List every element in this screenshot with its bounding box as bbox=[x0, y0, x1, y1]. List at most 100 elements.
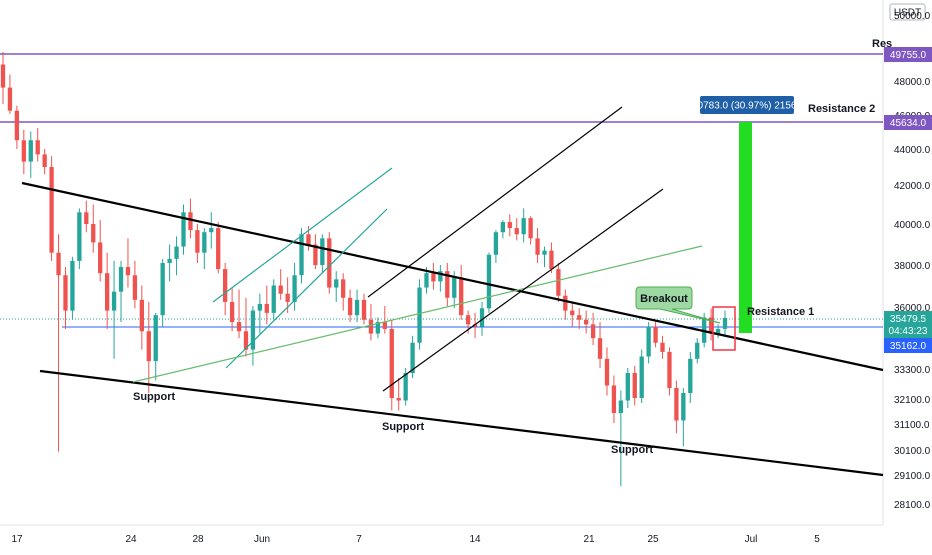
candle[interactable] bbox=[660, 335, 665, 359]
candle[interactable] bbox=[514, 218, 519, 241]
candle[interactable] bbox=[21, 129, 26, 175]
candle[interactable] bbox=[167, 244, 172, 282]
candle[interactable] bbox=[681, 388, 686, 447]
candle[interactable] bbox=[417, 279, 422, 350]
candle[interactable] bbox=[438, 265, 443, 292]
candle[interactable] bbox=[42, 149, 47, 175]
candle[interactable] bbox=[299, 228, 304, 284]
candle[interactable] bbox=[486, 252, 492, 313]
candle[interactable] bbox=[708, 308, 714, 341]
breakout-box[interactable] bbox=[712, 306, 736, 351]
candle[interactable] bbox=[146, 301, 151, 393]
candle[interactable] bbox=[229, 287, 235, 332]
candle[interactable] bbox=[236, 289, 242, 339]
candle[interactable] bbox=[493, 230, 499, 263]
candle[interactable] bbox=[257, 293, 263, 334]
time-axis[interactable]: 17 24 28 Jun 7 14 21 25 Jul 5 bbox=[11, 534, 820, 545]
candle[interactable] bbox=[535, 228, 540, 263]
candle[interactable] bbox=[341, 273, 346, 311]
candle[interactable] bbox=[63, 267, 68, 329]
candle[interactable] bbox=[549, 242, 554, 274]
candle[interactable] bbox=[313, 234, 318, 270]
candle[interactable] bbox=[0, 52, 6, 105]
candle[interactable] bbox=[84, 200, 89, 233]
candle[interactable] bbox=[181, 204, 186, 255]
candle[interactable] bbox=[646, 322, 651, 364]
candle[interactable] bbox=[459, 265, 464, 320]
candle[interactable] bbox=[216, 222, 221, 274]
candle[interactable] bbox=[77, 208, 82, 270]
candle[interactable] bbox=[556, 262, 561, 302]
candle[interactable] bbox=[250, 306, 256, 366]
currency-box[interactable] bbox=[889, 3, 926, 21]
candle[interactable] bbox=[160, 258, 165, 327]
candle[interactable] bbox=[49, 156, 54, 261]
candle[interactable] bbox=[472, 312, 478, 339]
candle[interactable] bbox=[445, 262, 450, 306]
candle[interactable] bbox=[542, 246, 547, 268]
candle[interactable] bbox=[528, 216, 533, 245]
candle[interactable] bbox=[410, 335, 415, 378]
candle[interactable] bbox=[271, 279, 276, 320]
candle[interactable] bbox=[715, 324, 721, 339]
candle[interactable] bbox=[354, 289, 360, 323]
candle[interactable] bbox=[202, 228, 207, 270]
candle[interactable] bbox=[278, 269, 283, 300]
candle[interactable] bbox=[104, 252, 110, 329]
candle[interactable] bbox=[7, 74, 13, 114]
candle[interactable] bbox=[174, 236, 179, 276]
candle[interactable] bbox=[139, 285, 144, 350]
candle[interactable] bbox=[98, 220, 103, 282]
candle[interactable] bbox=[722, 310, 728, 336]
candle[interactable] bbox=[327, 232, 332, 294]
candle[interactable] bbox=[577, 308, 582, 329]
candle[interactable] bbox=[667, 347, 672, 396]
candle[interactable] bbox=[507, 214, 512, 237]
candle[interactable] bbox=[597, 322, 603, 368]
candle[interactable] bbox=[611, 375, 617, 424]
candle[interactable] bbox=[223, 262, 228, 316]
candle[interactable] bbox=[563, 289, 568, 320]
candle[interactable] bbox=[375, 317, 381, 339]
candle[interactable] bbox=[320, 234, 325, 274]
candle[interactable] bbox=[431, 262, 436, 290]
candle[interactable] bbox=[132, 260, 138, 309]
candle[interactable] bbox=[389, 319, 394, 411]
candle[interactable] bbox=[382, 306, 387, 334]
candle[interactable] bbox=[334, 271, 339, 302]
candle[interactable] bbox=[91, 204, 96, 253]
candle[interactable] bbox=[632, 365, 637, 406]
candle[interactable] bbox=[209, 212, 214, 249]
candle[interactable] bbox=[14, 105, 20, 149]
candle[interactable] bbox=[639, 349, 644, 403]
candle[interactable] bbox=[521, 208, 526, 243]
candle[interactable] bbox=[625, 368, 630, 408]
candle[interactable] bbox=[56, 234, 61, 452]
candle[interactable] bbox=[153, 312, 158, 381]
candle[interactable] bbox=[361, 293, 367, 325]
candle[interactable] bbox=[688, 351, 693, 403]
candle[interactable] bbox=[292, 262, 297, 311]
candle[interactable] bbox=[28, 131, 33, 178]
candle[interactable] bbox=[264, 285, 269, 325]
price-axis[interactable]: USDT 50000.0 48000.0 46000.0 44000.0 420… bbox=[884, 3, 932, 511]
candle[interactable] bbox=[243, 297, 249, 357]
candle[interactable] bbox=[35, 128, 40, 162]
candle[interactable] bbox=[396, 378, 401, 411]
candle[interactable] bbox=[570, 301, 575, 327]
candle[interactable] bbox=[111, 260, 117, 359]
candle[interactable] bbox=[653, 319, 658, 348]
candle[interactable] bbox=[347, 289, 353, 323]
target-projection-bar[interactable] bbox=[739, 122, 752, 333]
candle[interactable] bbox=[590, 312, 596, 346]
candle[interactable] bbox=[604, 347, 610, 396]
candle[interactable] bbox=[618, 390, 624, 487]
candle[interactable] bbox=[195, 224, 200, 263]
candle[interactable] bbox=[118, 260, 124, 323]
candle[interactable] bbox=[70, 256, 75, 320]
candle[interactable] bbox=[695, 338, 700, 364]
candle[interactable] bbox=[125, 238, 131, 288]
candle[interactable] bbox=[674, 380, 679, 434]
candle[interactable] bbox=[500, 220, 505, 239]
